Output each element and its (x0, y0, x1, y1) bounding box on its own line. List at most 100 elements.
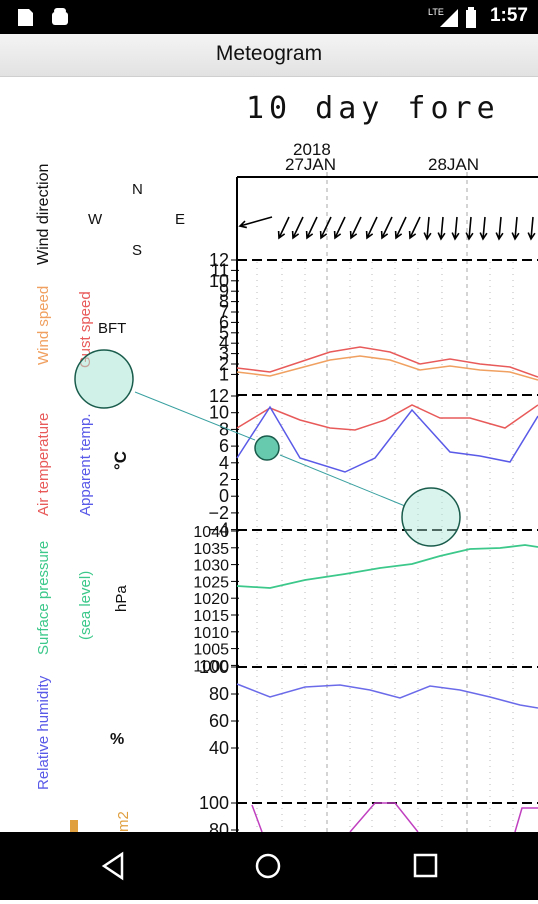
wind-arrow (277, 216, 290, 240)
recents-icon[interactable] (413, 853, 438, 878)
axis-tick-label: 1005 (193, 642, 229, 659)
sea-level-label: (sea level) (77, 571, 94, 640)
bottom-series-line (251, 802, 538, 832)
wind-speed-line (236, 355, 538, 381)
axis-tick-label: 2 (219, 470, 229, 490)
compass-e: E (175, 211, 185, 228)
back-icon[interactable] (101, 851, 124, 881)
axis-tick-label: 80 (209, 820, 229, 832)
axis-tick-label: 1040 (193, 524, 229, 541)
wind-direction-arrows (238, 216, 536, 241)
relative-humidity-line (236, 683, 538, 709)
android-icon (52, 8, 68, 25)
date-label-27jan: 27JAN (285, 155, 336, 174)
meteogram-chart[interactable]: 10 day fore 2018 27JAN 28JAN Wind direct… (0, 76, 538, 832)
axis-tick-label: 4 (219, 333, 229, 353)
axis-tick-label: 80 (209, 684, 229, 704)
relative-humidity-label: Relative humidity (35, 675, 52, 790)
page-title: Meteogram (215, 42, 323, 65)
bottom-unit-partial: m2 (115, 811, 132, 832)
axis-tick-label: 12 (209, 250, 229, 270)
axis-tick-label: 10 (209, 403, 229, 423)
axis-tick-label: 0 (219, 486, 229, 506)
axis-tick-label: 1 (219, 364, 229, 384)
wind-unit: BFT (98, 320, 126, 337)
wind-arrow (305, 216, 318, 240)
surface-pressure-label: Surface pressure (35, 541, 52, 655)
axis-tick-label: 100 (199, 793, 229, 813)
axis-tick-label: 1000 (193, 658, 229, 675)
temperature-unit: °C (111, 451, 130, 470)
axis-tick-label: 11 (210, 260, 229, 280)
wind-arrow (408, 216, 421, 240)
bottom-axis-ticks: 100 80 (199, 793, 239, 832)
axis-tick-label: 4 (219, 453, 229, 473)
air-temperature-line (236, 404, 538, 431)
axis-tick-label: 12 (209, 386, 229, 406)
gust-speed-label: Gust speed (77, 291, 94, 368)
axis-tick-label: 1015 (193, 608, 229, 625)
axis-tick-label: 5 (219, 323, 229, 343)
axis-tick-label: 1030 (193, 558, 229, 575)
date-label-28jan: 28JAN (428, 155, 479, 174)
axis-tick-label: 1035 (193, 541, 229, 558)
wind-arrow (238, 216, 273, 229)
humidity-axis-ticks: 100 80 60 40 (199, 657, 239, 758)
navigation-bar (0, 832, 538, 900)
wind-arrow (365, 216, 378, 240)
gust-speed-line (236, 346, 538, 378)
wind-arrow (437, 216, 446, 241)
bottom-label-fragment (70, 820, 78, 832)
forecast-heading: 10 day fore (246, 91, 500, 126)
wind-arrow (291, 216, 304, 240)
wind-arrow (394, 216, 407, 240)
wind-arrow (511, 216, 520, 241)
axis-tick-label: 1010 (193, 625, 229, 642)
clock: 1:57 (489, 5, 528, 26)
axis-tick-label: 60 (209, 711, 229, 731)
axis-tick-label: −2 (208, 503, 229, 523)
wind-arrow (349, 216, 362, 240)
axis-tick-label: −4 (208, 520, 229, 540)
status-bar: LTE 1:57 (0, 0, 538, 34)
wind-direction-label: Wind direction (35, 164, 52, 265)
axis-tick-label: 6 (219, 436, 229, 456)
axis-tick-label: 1020 (193, 591, 229, 608)
wind-arrow (479, 216, 488, 241)
wind-speed-label: Wind speed (35, 286, 52, 365)
axis-tick-label: 40 (209, 738, 229, 758)
axis-tick-label: 8 (219, 419, 229, 439)
axis-tick-label: 3 (219, 344, 229, 364)
wind-arrow (465, 216, 474, 241)
touch-indicator (401, 487, 461, 547)
compass-n: N (132, 181, 143, 198)
touch-indicator (74, 349, 134, 409)
wind-arrow (333, 216, 346, 240)
compass-s: S (132, 242, 142, 259)
axis-tick-label: 1025 (193, 574, 229, 591)
battery-icon (466, 7, 476, 28)
apparent-temp-label: Apparent temp. (77, 413, 94, 516)
pressure-unit: hPa (113, 585, 130, 612)
axis-tick-label: 10 (209, 271, 229, 291)
wind-arrow (527, 216, 536, 241)
compass-w: W (88, 211, 103, 228)
wind-arrow (495, 216, 504, 241)
axis-tick-label: 6 (219, 312, 229, 332)
touch-trail (134, 391, 256, 441)
wind-arrow (319, 216, 332, 240)
sd-card-icon (18, 9, 33, 26)
home-icon[interactable] (255, 853, 281, 879)
svg-text:LTE: LTE (428, 7, 444, 17)
lte-signal-icon: LTE (428, 7, 458, 27)
year-label: 2018 (293, 140, 331, 159)
axis-tick-label: 100 (199, 657, 229, 677)
touch-trail (279, 454, 406, 507)
apparent-temp-line (236, 405, 538, 473)
app-bar: Meteogram (0, 34, 538, 77)
touch-indicator (254, 435, 280, 461)
axis-tick-label: 8 (219, 292, 229, 312)
